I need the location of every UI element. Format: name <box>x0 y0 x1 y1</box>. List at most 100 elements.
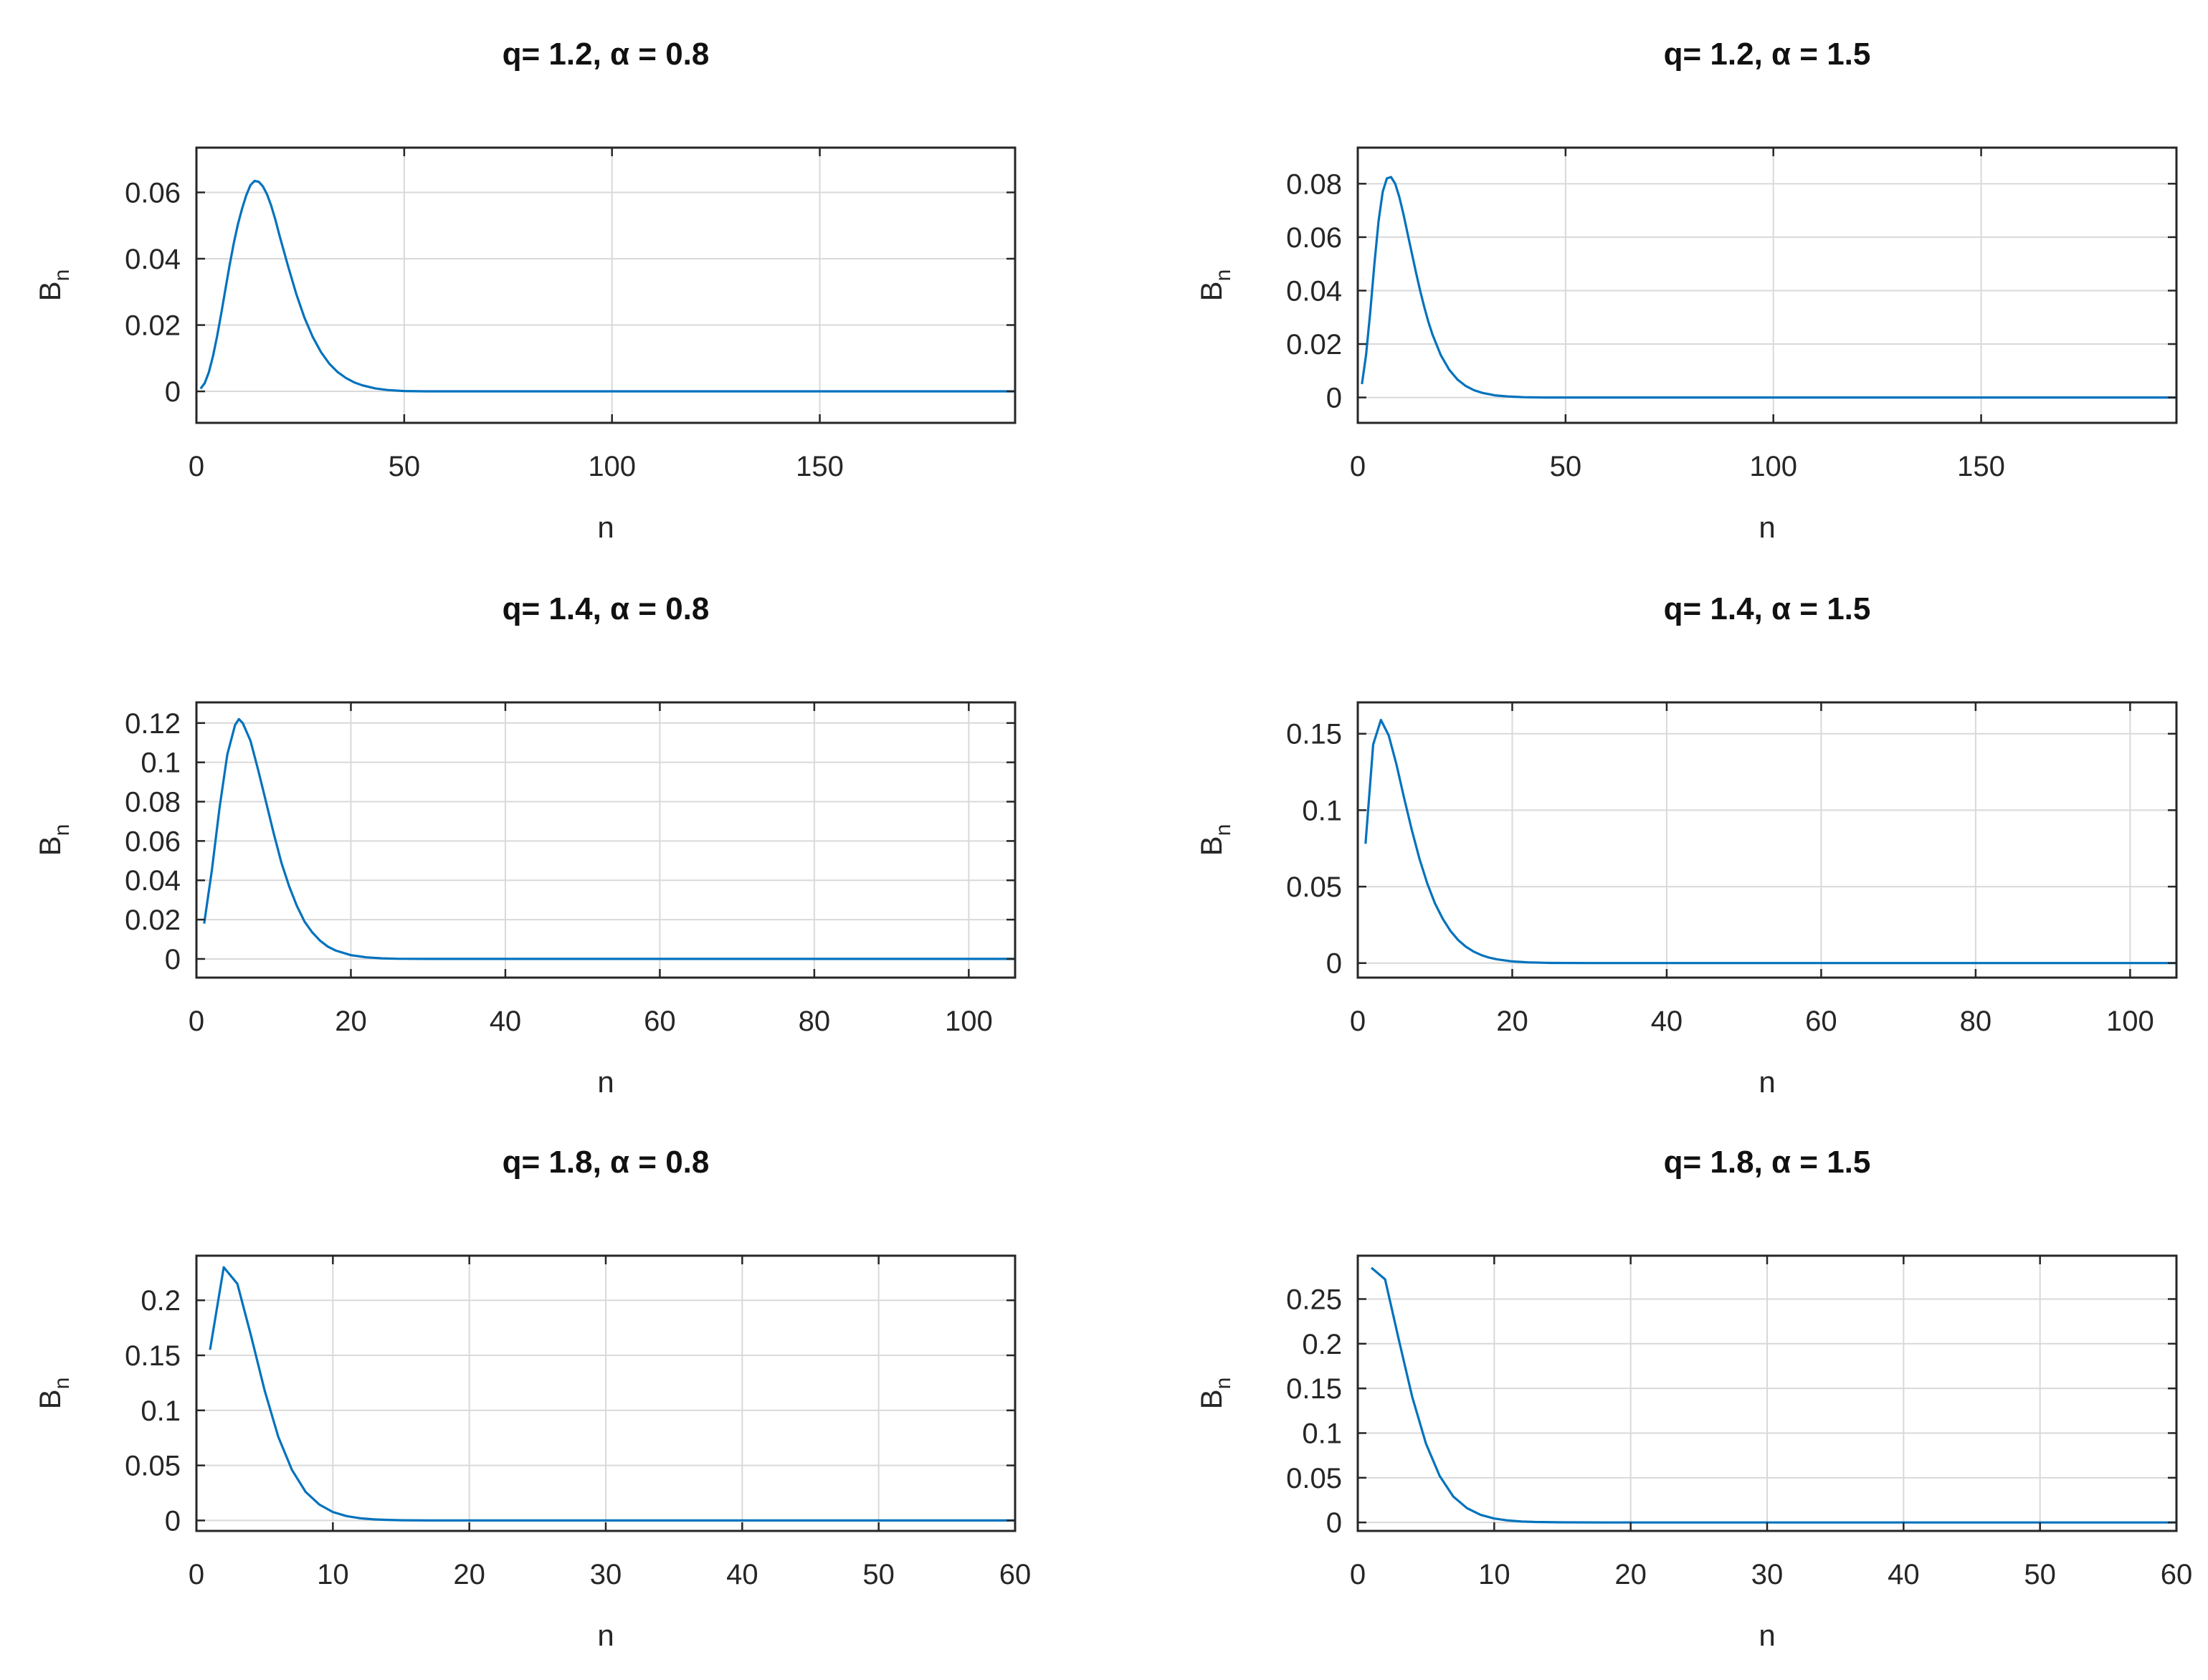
y-tick-label: 0.12 <box>125 708 181 740</box>
x-tick-label: 10 <box>317 1559 349 1590</box>
y-tick-label: 0.05 <box>1286 872 1342 903</box>
chart-title: q= 1.2, α = 0.8 <box>503 37 710 72</box>
x-tick-label: 40 <box>1888 1559 1920 1590</box>
x-tick-label: 150 <box>796 451 844 482</box>
y-axis-label-main: B <box>33 1389 67 1409</box>
x-tick-label: 0 <box>189 1559 204 1590</box>
x-tick-label: 20 <box>453 1559 485 1590</box>
y-tick-label: 0.08 <box>1286 168 1342 200</box>
y-tick-label: 0 <box>165 944 181 975</box>
y-tick-label: 0.04 <box>125 865 181 897</box>
series-line <box>1364 718 2176 965</box>
x-tick-label: 0 <box>1350 1559 1366 1590</box>
y-axis-label-main: B <box>1194 836 1228 856</box>
y-tick-label: 0 <box>1326 383 1342 414</box>
y-tick-label: 0.04 <box>1286 275 1342 307</box>
x-axis-label: n <box>597 1618 614 1652</box>
y-axis-label: Bn <box>33 1378 74 1410</box>
x-tick-label: 80 <box>799 1006 831 1037</box>
y-axis-label-main: B <box>1194 281 1228 301</box>
y-tick-label: 0.08 <box>125 787 181 818</box>
plot-area <box>196 702 1015 978</box>
y-tick-label: 0.2 <box>141 1285 181 1317</box>
x-tick-label: 40 <box>1651 1006 1683 1037</box>
chart-panel-5: 0 10 20 30 40 50 60 0 0.05 0.1 0.15 0.2 q= 1.8, α = … <box>33 1145 1031 1652</box>
y-tick-label: 0.05 <box>125 1451 181 1482</box>
plot-area <box>1358 148 2176 423</box>
y-tick-label: 0.02 <box>125 905 181 936</box>
x-tick-label: 30 <box>590 1559 622 1590</box>
series-line <box>203 717 1015 960</box>
y-tick-label: 0.06 <box>125 826 181 857</box>
y-tick-label: 0.02 <box>125 310 181 342</box>
x-tick-label: 40 <box>490 1006 522 1037</box>
y-axis-label-subscript: n <box>50 269 74 282</box>
x-tick-label: 50 <box>862 1559 895 1590</box>
x-tick-label: 0 <box>1350 451 1366 482</box>
y-tick-label: 0 <box>1326 1507 1342 1539</box>
y-axis-label: Bn <box>33 824 74 856</box>
y-axis-label-subscript: n <box>50 824 74 836</box>
y-axis-label: Bn <box>33 269 74 302</box>
y-axis-label-subscript: n <box>50 1378 74 1390</box>
chart-panel-4: 0 20 40 60 80 100 0 0.05 0.1 0.15 q= 1.4, α = 1.5 n… <box>1194 591 2178 1099</box>
x-tick-label: 60 <box>1805 1006 1837 1037</box>
x-tick-label: 100 <box>945 1006 993 1037</box>
y-tick-label: 0.15 <box>1286 1373 1342 1405</box>
x-tick-label: 0 <box>189 451 204 482</box>
y-tick-label: 0.04 <box>125 244 181 275</box>
y-tick-label: 0 <box>1326 948 1342 980</box>
x-tick-label: 60 <box>999 1559 1032 1590</box>
x-tick-label: 100 <box>2106 1006 2154 1037</box>
series-line <box>1370 1266 2176 1524</box>
x-tick-label: 0 <box>1350 1006 1366 1037</box>
series-line <box>199 179 1015 393</box>
chart-panel-2: 0 50 100 150 0 0.02 0.04 0.06 0.08 q= 1.2, α = 1.… <box>1194 37 2178 544</box>
y-tick-label: 0.02 <box>1286 329 1342 361</box>
x-tick-label: 50 <box>389 451 421 482</box>
y-axis-label-main: B <box>33 281 67 301</box>
x-axis-label: n <box>1759 1065 1775 1099</box>
y-axis-label: Bn <box>1194 824 1235 856</box>
axes-frame <box>195 701 1017 979</box>
chart-panel-6: 0 10 20 30 40 50 60 0 0.05 0.1 0.15 0.2 0.25 q= 1.8, … <box>1194 1145 2192 1652</box>
y-tick-label: 0.1 <box>1302 795 1342 826</box>
x-tick-label: 10 <box>1478 1559 1510 1590</box>
y-axis-label-subscript: n <box>1212 824 1235 836</box>
y-axis-label-subscript: n <box>1212 1378 1235 1390</box>
y-axis-label-main: B <box>1194 1389 1228 1409</box>
x-tick-label: 0 <box>189 1006 204 1037</box>
chart-panel-3: 0 20 40 60 80 100 0 0.02 0.04 0.06 0.08 0.1 0.12 q= 1… <box>33 591 1017 1099</box>
plot-area <box>1358 702 2176 978</box>
x-axis-label: n <box>1759 510 1775 544</box>
y-tick-label: 0.15 <box>1286 719 1342 750</box>
series-line <box>1361 176 2176 399</box>
x-tick-label: 150 <box>1957 451 2005 482</box>
series-line <box>209 1266 1015 1522</box>
x-tick-label: 40 <box>726 1559 758 1590</box>
y-tick-label: 0.1 <box>141 1395 181 1427</box>
axes-frame <box>1356 701 2178 979</box>
y-tick-label: 0 <box>165 1505 181 1537</box>
x-tick-label: 80 <box>1960 1006 1992 1037</box>
y-tick-label: 0.15 <box>125 1340 181 1372</box>
y-axis-label-subscript: n <box>1212 269 1235 282</box>
axes-frame <box>195 146 1017 424</box>
x-tick-label: 50 <box>2024 1559 2056 1590</box>
x-tick-label: 20 <box>1496 1006 1528 1037</box>
chart-title: q= 1.2, α = 1.5 <box>1664 37 1871 72</box>
x-axis-label: n <box>597 510 614 544</box>
chart-title: q= 1.8, α = 1.5 <box>1664 1145 1871 1180</box>
y-tick-label: 0.1 <box>1302 1418 1342 1449</box>
x-tick-label: 100 <box>588 451 636 482</box>
y-tick-label: 0.05 <box>1286 1463 1342 1494</box>
y-tick-label: 0.06 <box>1286 222 1342 254</box>
y-tick-label: 0.25 <box>1286 1284 1342 1315</box>
y-tick-label: 0 <box>165 376 181 408</box>
y-tick-label: 0.2 <box>1302 1329 1342 1360</box>
x-tick-label: 60 <box>644 1006 676 1037</box>
x-axis-label: n <box>1759 1618 1775 1652</box>
plot-area <box>196 148 1015 423</box>
